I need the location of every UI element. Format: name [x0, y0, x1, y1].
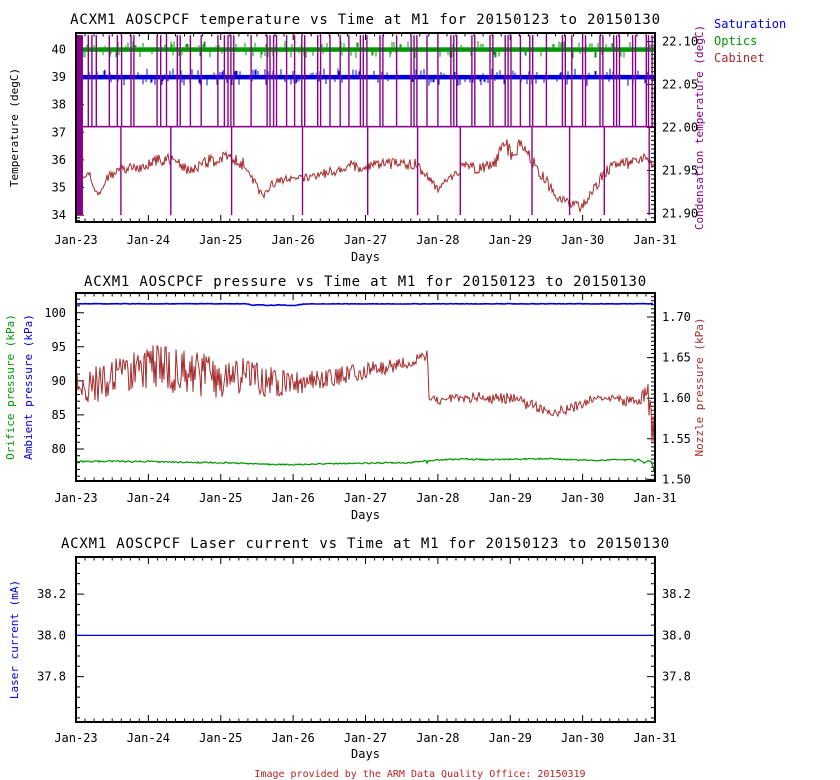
right-tick-label: 21.90	[662, 206, 698, 220]
left-tick-label: 34	[52, 208, 66, 222]
left-tick-label: 80	[52, 442, 66, 456]
left-tick-label: 39	[52, 70, 66, 84]
x-axis-label: Days	[351, 747, 380, 761]
x-tick-label: Jan-25	[199, 233, 242, 247]
right-axis-label: Condensation temperature (degC)	[693, 25, 706, 230]
pressure-chart: ACXM1 AOSCPCF pressure vs Time at M1 for…	[4, 274, 706, 522]
right-tick-label: 37.8	[662, 670, 691, 684]
series-condensation-baseline	[77, 125, 654, 128]
x-tick-label: Jan-31	[633, 491, 676, 505]
chart-title: ACXM1 AOSCPCF Laser current vs Time at M…	[61, 536, 670, 552]
right-tick-label: 1.50	[662, 472, 691, 486]
series-orifice	[76, 457, 655, 472]
left-tick-label: 38.2	[37, 587, 66, 601]
x-tick-label: Jan-28	[416, 731, 459, 745]
series-condensation-bar	[76, 35, 83, 216]
right-tick-label: 22.10	[662, 35, 698, 49]
left-tick-label: 90	[52, 374, 66, 388]
x-tick-label: Jan-29	[489, 233, 532, 247]
left-tick-label: 35	[52, 181, 66, 195]
x-tick-label: Jan-27	[344, 731, 387, 745]
x-tick-label: Jan-26	[271, 491, 314, 505]
left-axis-label: Laser current (mA)	[8, 580, 21, 699]
x-tick-label: Jan-24	[127, 491, 170, 505]
axis-ticks	[75, 557, 656, 722]
right-tick-label: 1.60	[662, 391, 691, 405]
series-optics	[77, 47, 654, 52]
right-tick-label: 38.2	[662, 587, 691, 601]
legend-item: Optics	[714, 34, 757, 48]
footer-credit: Image provided by the ARM Data Quality O…	[254, 769, 585, 780]
x-tick-label: Jan-27	[344, 491, 387, 505]
x-tick-label: Jan-29	[489, 731, 532, 745]
right-tick-label: 1.55	[662, 432, 691, 446]
laser-current-chart: ACXM1 AOSCPCF Laser current vs Time at M…	[8, 536, 691, 761]
right-axis-label: Nozzle pressure (kPa)	[693, 317, 706, 456]
right-tick-label: 21.95	[662, 163, 698, 177]
plot-frame	[75, 292, 656, 482]
axis-ticks	[75, 32, 656, 223]
series-ambient	[77, 302, 654, 307]
series-saturation	[77, 74, 654, 80]
chart-title: ACXM1 AOSCPCF pressure vs Time at M1 for…	[84, 274, 647, 290]
x-axis-label: Days	[351, 250, 380, 264]
right-tick-label: 1.70	[662, 310, 691, 324]
axis-ticks	[75, 293, 656, 481]
temperature-chart: ACXM1 AOSCPCF temperature vs Time at M1 …	[8, 12, 786, 264]
legend-item: Saturation	[714, 17, 786, 31]
left-tick-label: 85	[52, 408, 66, 422]
x-tick-label: Jan-26	[271, 731, 314, 745]
x-tick-label: Jan-30	[561, 233, 604, 247]
right-tick-label: 1.65	[662, 351, 691, 365]
left-axis-label: Orifice pressure (kPa)	[4, 314, 17, 460]
left-tick-label: 38.0	[37, 628, 66, 642]
chart-title: ACXM1 AOSCPCF temperature vs Time at M1 …	[70, 12, 661, 28]
left-tick-label: 37	[52, 125, 66, 139]
x-tick-label: Jan-25	[199, 491, 242, 505]
x-tick-label: Jan-29	[489, 491, 532, 505]
right-tick-label: 22.00	[662, 121, 698, 135]
left-axis-label: Temperature (degC)	[8, 68, 21, 187]
series-cabinet	[76, 139, 655, 214]
right-tick-label: 22.05	[662, 78, 698, 92]
left-tick-label: 37.8	[37, 670, 66, 684]
x-tick-label: Jan-30	[561, 491, 604, 505]
right-tick-label: 38.0	[662, 628, 691, 642]
x-tick-label: Jan-24	[127, 731, 170, 745]
x-tick-label: Jan-23	[54, 233, 97, 247]
series-nozzle	[76, 345, 655, 444]
x-tick-label: Jan-27	[344, 233, 387, 247]
x-tick-label: Jan-23	[54, 491, 97, 505]
x-tick-label: Jan-25	[199, 731, 242, 745]
x-tick-label: Jan-31	[633, 233, 676, 247]
x-axis-label: Days	[351, 508, 380, 522]
x-tick-label: Jan-30	[561, 731, 604, 745]
x-tick-label: Jan-24	[127, 233, 170, 247]
x-tick-label: Jan-28	[416, 233, 459, 247]
left-tick-label: 40	[52, 43, 66, 57]
plot-frame	[75, 556, 656, 723]
x-tick-label: Jan-26	[271, 233, 314, 247]
x-tick-label: Jan-23	[54, 731, 97, 745]
series-condensation-spikes	[87, 35, 653, 216]
left-tick-label: 95	[52, 340, 66, 354]
left-tick-label: 38	[52, 98, 66, 112]
legend-item: Cabinet	[714, 51, 765, 65]
x-tick-label: Jan-31	[633, 731, 676, 745]
x-tick-label: Jan-28	[416, 491, 459, 505]
left-tick-label: 36	[52, 153, 66, 167]
plot-frame	[75, 32, 656, 223]
left-axis-label: Ambient pressure (kPa)	[22, 314, 35, 460]
left-tick-label: 100	[44, 306, 66, 320]
